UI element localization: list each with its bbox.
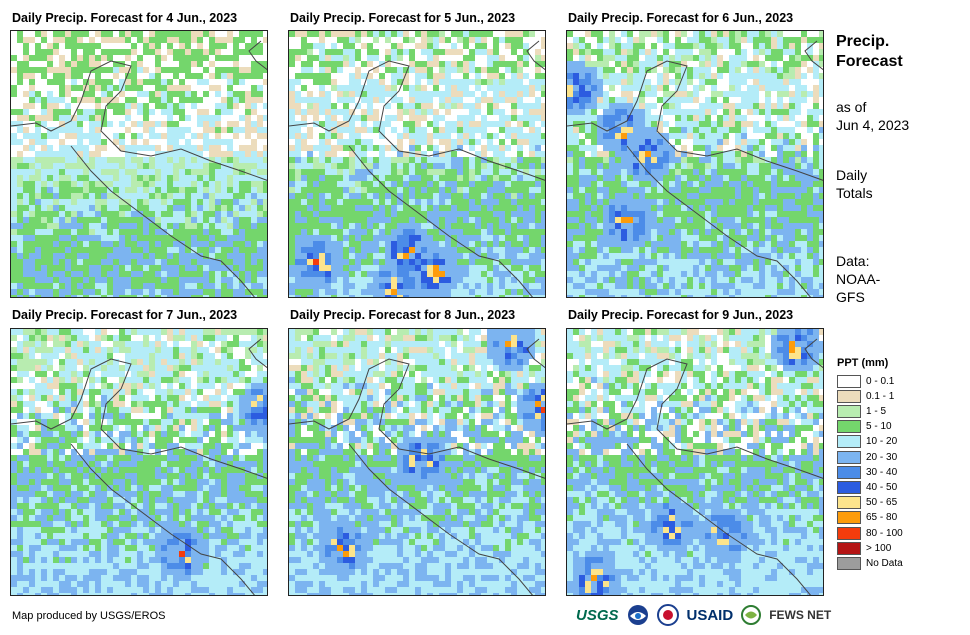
legend-item: 0 - 0.1	[837, 374, 894, 388]
legend-item: 30 - 40	[837, 465, 897, 479]
map-panel-5	[288, 328, 546, 596]
legend-item: 50 - 65	[837, 496, 897, 510]
asof-line1: as of	[836, 99, 867, 115]
legend-swatch	[837, 526, 861, 540]
legend-label: > 100	[866, 542, 892, 554]
legend-label: 5 - 10	[866, 421, 892, 433]
panel-title-1: Daily Precip. Forecast for 4 Jun., 2023	[12, 11, 238, 25]
asof-line2: Jun 4, 2023	[836, 117, 910, 133]
legend-swatch	[837, 389, 861, 403]
legend-item: 80 - 100	[837, 526, 903, 540]
legend-swatch	[837, 435, 861, 449]
daily-line2: Totals	[836, 185, 873, 201]
legend-swatch	[837, 374, 861, 388]
legend-swatch	[837, 511, 861, 525]
legend-item: No Data	[837, 556, 903, 570]
logo-strip: USGS USAID FEWS NET	[576, 604, 831, 626]
sidebar-title-line1: Precip.	[836, 33, 890, 50]
panel-title-4: Daily Precip. Forecast for 7 Jun., 2023	[12, 308, 238, 322]
noaa-logo-icon	[627, 605, 648, 625]
usgs-logo: USGS	[576, 606, 619, 624]
legend-item: 10 - 20	[837, 435, 897, 449]
precip-raster	[567, 329, 823, 595]
legend-item: > 100	[837, 541, 891, 555]
legend-item: 65 - 80	[837, 511, 897, 525]
daily-totals-text: Daily Totals	[836, 166, 873, 202]
legend-swatch	[837, 496, 861, 510]
legend-item: 40 - 50	[837, 480, 897, 494]
legend-swatch	[837, 465, 861, 479]
legend-label: 30 - 40	[866, 466, 898, 478]
map-panel-4	[10, 328, 268, 596]
map-panel-6	[566, 328, 824, 596]
panel-title-2: Daily Precip. Forecast for 5 Jun., 2023	[290, 11, 516, 25]
legend-label: 65 - 80	[866, 512, 898, 524]
sidebar-title: Precip. Forecast	[836, 32, 903, 72]
legend-swatch	[837, 404, 861, 418]
legend-item: 0.1 - 1	[837, 389, 894, 403]
daily-line1: Daily	[836, 167, 868, 183]
footer-credit: Map produced by USGS/EROS	[12, 610, 166, 622]
legend-label: No Data	[866, 557, 903, 569]
map-panel-1	[10, 30, 268, 298]
legend-label: 50 - 65	[866, 497, 898, 509]
precip-raster	[11, 329, 267, 595]
legend-title: PPT (mm)	[837, 357, 889, 369]
fewsnet-globe-icon	[741, 605, 762, 625]
asof-text: as of Jun 4, 2023	[836, 98, 909, 134]
precip-raster	[567, 31, 823, 297]
legend-swatch	[837, 556, 861, 570]
coastline	[11, 40, 267, 297]
data-source-text: Data: NOAA- GFS	[836, 252, 880, 306]
precip-raster	[289, 329, 545, 595]
panel-title-6: Daily Precip. Forecast for 9 Jun., 2023	[568, 308, 794, 322]
coastline	[567, 40, 823, 297]
precip-raster	[11, 31, 267, 297]
legend-item: 20 - 30	[837, 450, 897, 464]
sidebar-title-line2: Forecast	[836, 53, 903, 70]
legend-label: 0.1 - 1	[866, 390, 895, 402]
coastline	[289, 40, 545, 297]
legend-swatch	[837, 450, 861, 464]
precip-raster	[289, 31, 545, 297]
legend-label: 1 - 5	[866, 405, 887, 417]
panel-title-3: Daily Precip. Forecast for 6 Jun., 2023	[568, 11, 794, 25]
legend-label: 40 - 50	[866, 481, 898, 493]
usaid-logo: USAID	[686, 606, 734, 624]
data-line3: GFS	[836, 289, 865, 305]
legend-label: 80 - 100	[866, 527, 903, 539]
legend-label: 0 - 0.1	[866, 375, 895, 387]
coastline	[289, 338, 545, 595]
coastline	[567, 338, 823, 595]
map-panel-3	[566, 30, 824, 298]
data-line2: NOAA-	[836, 271, 881, 287]
legend-label: 20 - 30	[866, 451, 898, 463]
legend-item: 1 - 5	[837, 404, 886, 418]
data-line1: Data:	[836, 253, 870, 269]
legend-swatch	[837, 541, 861, 555]
legend-item: 5 - 10	[837, 420, 892, 434]
legend-swatch	[837, 480, 861, 494]
panel-title-5: Daily Precip. Forecast for 8 Jun., 2023	[290, 308, 516, 322]
map-panel-2	[288, 30, 546, 298]
fewsnet-logo: FEWS NET	[769, 608, 832, 622]
doi-seal-icon	[656, 604, 679, 626]
coastline	[11, 338, 267, 595]
legend-swatch	[837, 420, 861, 434]
legend-label: 10 - 20	[866, 436, 898, 448]
